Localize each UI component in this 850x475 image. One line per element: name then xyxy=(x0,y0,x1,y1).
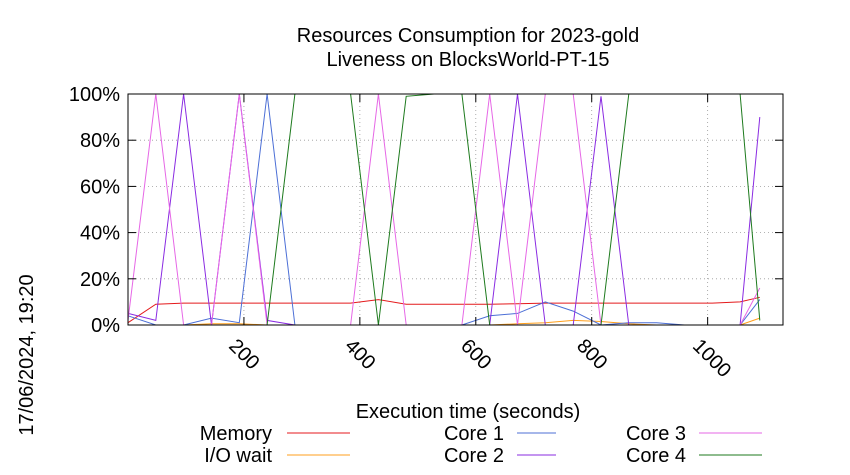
x-tick-label: 200 xyxy=(224,335,263,374)
legend-label-core-4: Core 4 xyxy=(626,445,686,467)
plot-frame xyxy=(127,93,784,326)
x-tick-label: 800 xyxy=(572,335,611,374)
series-line-memory xyxy=(127,296,760,324)
series-line-core-3 xyxy=(127,93,761,326)
chart-subtitle: Liveness on BlocksWorld-PT-15 xyxy=(326,49,609,71)
x-tick-label: 1000 xyxy=(688,335,735,382)
legend-label-memory: Memory xyxy=(200,423,272,445)
x-tick-label: 400 xyxy=(340,335,379,374)
series-line-core-1 xyxy=(127,93,761,326)
legend-label-core-1: Core 1 xyxy=(444,423,504,445)
y-tick-label: 0% xyxy=(91,315,120,337)
y-tick-label: 20% xyxy=(80,269,120,291)
y-tick-label: 60% xyxy=(80,176,120,198)
y-axis-ticks: 0% 20% 40% 60% 80% 100% xyxy=(69,84,783,337)
legend-label-i-o-wait: I/O wait xyxy=(204,445,272,467)
grid-lines xyxy=(128,94,783,325)
legend-label-core-3: Core 3 xyxy=(626,423,686,445)
x-axis-ticks: 200 400 600 800 1000 xyxy=(224,94,735,382)
y-tick-label: 100% xyxy=(69,84,120,106)
timestamp-label: 17/06/2024, 19:20 xyxy=(16,274,38,435)
series-lines xyxy=(127,93,761,326)
series-line-i-o-wait xyxy=(128,317,760,326)
series-line-core-2 xyxy=(127,93,761,326)
x-tick-label: 600 xyxy=(456,335,495,374)
x-axis-label: Execution time (seconds) xyxy=(356,401,581,423)
y-tick-label: 80% xyxy=(80,130,120,152)
series-line-core-4 xyxy=(128,93,761,326)
y-tick-label: 40% xyxy=(80,223,120,245)
legend-label-core-2: Core 2 xyxy=(444,445,504,467)
chart-title: Resources Consumption for 2023-gold xyxy=(297,25,639,47)
